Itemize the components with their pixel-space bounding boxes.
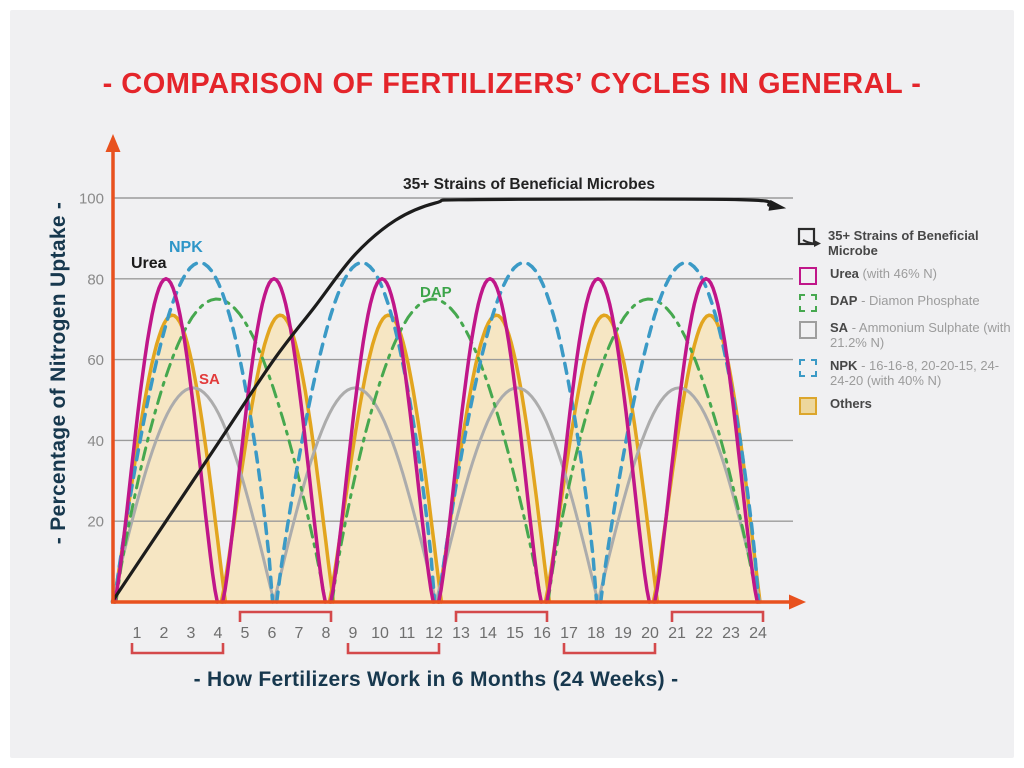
y-tick-label: 20: [87, 514, 104, 531]
week-number: 14: [479, 625, 497, 642]
week-group-bracket: [670, 610, 765, 622]
arrow-head-icon: [768, 199, 787, 211]
week-number: 5: [241, 625, 250, 642]
legend-item: Others: [799, 396, 1013, 416]
week-number: 4: [214, 625, 223, 642]
legend-swatch: [799, 267, 817, 286]
page-title: - COMPARISON OF FERTILIZERS’ CYCLES IN G…: [102, 68, 922, 100]
week-number: 18: [587, 625, 605, 642]
y-tick-label: 60: [87, 352, 104, 369]
curve-label: SA: [199, 371, 220, 388]
week-number: 10: [371, 625, 389, 642]
week-number: 15: [506, 625, 524, 642]
legend-item: 35+ Strains of Beneficial Microbe: [796, 227, 1013, 259]
y-tick-label: 80: [87, 271, 104, 288]
week-group-bracket: [454, 610, 549, 622]
curve-label: NPK: [169, 239, 203, 256]
legend-item: NPK - 16-16-8, 20-20-15, 24-24-20 (with …: [799, 358, 1013, 388]
week-number: 21: [668, 625, 686, 642]
week-number: 16: [533, 625, 551, 642]
week-number: 20: [641, 625, 659, 642]
week-number: 2: [160, 625, 169, 642]
week-number: 22: [695, 625, 713, 642]
legend-swatch: [799, 321, 817, 340]
x-axis-title: - How Fertilizers Work in 6 Months (24 W…: [193, 668, 679, 691]
week-number: 23: [722, 625, 740, 642]
legend-item: DAP - Diamon Phosphate: [799, 293, 1013, 313]
legend-label: SA - Ammonium Sulphate (with 21.2% N): [830, 320, 1011, 351]
week-number: 3: [187, 625, 196, 642]
curve-label: Urea: [131, 255, 167, 272]
x-axis-arrow-icon: [789, 594, 806, 610]
week-group-bracket: [346, 643, 441, 655]
series-dap: [114, 297, 759, 604]
week-number: 17: [560, 625, 578, 642]
week-number: 19: [614, 625, 632, 642]
series-urea: [112, 276, 760, 604]
y-axis-arrow-icon: [105, 134, 121, 152]
week-number: 13: [452, 625, 470, 642]
series-sa: [110, 386, 762, 604]
week-number: 24: [749, 625, 767, 642]
week-number: 12: [425, 625, 443, 642]
y-tick-label: 100: [79, 191, 104, 208]
curve-label: DAP: [420, 284, 452, 301]
week-group-bracket: [130, 643, 225, 655]
legend-label: Urea (with 46% N): [830, 266, 937, 282]
legend: 35+ Strains of Beneficial Microbe Urea (w…: [796, 227, 1013, 423]
series-microbes: [110, 197, 773, 603]
week-group-bracket: [238, 610, 333, 622]
week-number: 6: [268, 625, 277, 642]
microbes-arrow-icon: [796, 227, 822, 249]
legend-label: Others: [830, 396, 872, 412]
week-number: 11: [399, 625, 416, 642]
legend-swatch: [799, 294, 817, 313]
legend-item: Urea (with 46% N): [799, 266, 1013, 286]
legend-swatch: [799, 359, 817, 378]
week-number: 9: [349, 625, 358, 642]
week-group-bracket: [562, 643, 657, 655]
series-fill-others: [113, 315, 761, 602]
y-tick-label: 40: [87, 433, 104, 450]
week-number: 1: [133, 625, 142, 642]
legend-label: DAP - Diamon Phosphate: [830, 293, 980, 309]
legend-label: NPK - 16-16-8, 20-20-15, 24-24-20 (with …: [830, 358, 1000, 389]
week-number: 8: [322, 625, 331, 642]
legend-swatch: [799, 397, 817, 416]
series-npk: [112, 260, 761, 604]
legend-item: SA - Ammonium Sulphate (with 21.2% N): [799, 320, 1013, 350]
curve-label: 35+ Strains of Beneficial Microbes: [403, 176, 655, 193]
legend-label: 35+ Strains of Beneficial Microbe: [828, 228, 979, 259]
week-number: 7: [295, 625, 304, 642]
